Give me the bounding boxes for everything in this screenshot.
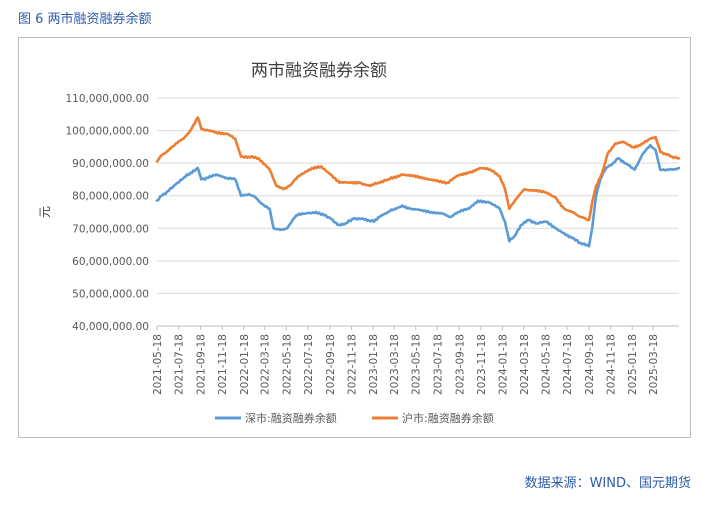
x-tick-label: 2021-07-18 [174, 334, 186, 395]
x-tick-label: 2021-11-18 [217, 334, 229, 395]
x-tick-label: 2022-07-18 [303, 334, 315, 395]
y-axis-label: 元 [38, 206, 52, 218]
x-tick-label: 2022-09-18 [325, 334, 337, 395]
x-tick-label: 2023-11-18 [476, 334, 488, 395]
x-tick-label: 2022-01-18 [239, 334, 251, 395]
x-tick-label: 2023-07-18 [432, 334, 444, 395]
x-tick-label: 2021-05-18 [152, 334, 164, 395]
chart-frame: 两市融资融券余额 元 40,000,000.00 50,000,000.00 60,… [18, 37, 691, 438]
x-tick-label: 2025-01-18 [627, 334, 639, 395]
x-tick-label: 2024-01-18 [498, 334, 510, 395]
series-line-shenzhen [155, 143, 681, 248]
y-tick-label: 60,000,000.00 [72, 256, 149, 268]
x-tick-label: 2024-05-18 [540, 334, 552, 395]
x-tick-label: 2022-11-18 [347, 334, 359, 395]
x-tick-label: 2024-09-18 [584, 334, 596, 395]
data-source-note: 数据来源：WIND、国元期货 [524, 476, 691, 491]
legend-label: 深市:融资融券余额 [245, 411, 337, 425]
y-tick-label: 50,000,000.00 [72, 288, 149, 300]
y-tick-label: 90,000,000.00 [72, 158, 149, 170]
x-tick-label: 2022-05-18 [281, 334, 293, 395]
x-tick-label: 2024-07-18 [562, 334, 574, 395]
x-tick-label: 2025-03-18 [648, 334, 660, 395]
x-tick-label: 2023-01-18 [368, 334, 380, 395]
y-tick-label: 70,000,000.00 [72, 223, 149, 235]
margin-balance-line-chart: 两市融资融券余额 元 40,000,000.00 50,000,000.00 60,… [38, 61, 681, 425]
legend-label: 沪市:融资融券余额 [402, 411, 494, 425]
x-tick-label: 2024-03-18 [519, 334, 531, 395]
x-tick-label: 2023-03-18 [389, 334, 401, 395]
series-line-shanghai [155, 116, 681, 222]
y-tick-label: 110,000,000.00 [66, 93, 150, 105]
x-tick-label: 2021-09-18 [196, 334, 208, 395]
x-tick-label: 2024-11-18 [606, 334, 618, 395]
x-tick-label: 2022-03-18 [260, 334, 272, 395]
y-tick-label: 100,000,000.00 [66, 126, 150, 138]
y-tick-label: 80,000,000.00 [72, 191, 149, 203]
x-tick-label: 2023-09-18 [454, 334, 466, 395]
chart-title: 两市融资融券余额 [251, 61, 387, 81]
y-tick-label: 40,000,000.00 [72, 321, 149, 333]
figure-caption: 图 6 两市融资融券余额 [18, 12, 152, 27]
x-tick-label: 2023-05-18 [411, 334, 423, 395]
